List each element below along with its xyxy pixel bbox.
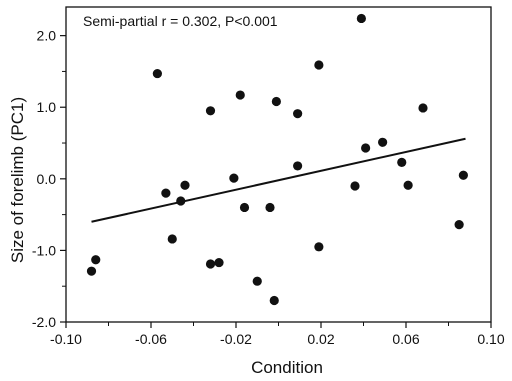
data-point xyxy=(265,202,275,213)
regression-line-group xyxy=(91,137,466,223)
data-point xyxy=(180,180,190,190)
data-point xyxy=(293,161,303,171)
x-tick-label: -0.06 xyxy=(135,331,167,347)
data-point xyxy=(361,143,371,153)
y-axis-title: Size of forelimb (PC1) xyxy=(8,97,27,263)
data-point xyxy=(269,295,279,306)
data-point xyxy=(454,220,464,230)
data-point xyxy=(152,68,162,79)
data-point xyxy=(293,109,303,119)
data-point xyxy=(91,255,101,265)
data-point xyxy=(167,234,177,244)
x-tick-label: 0.06 xyxy=(392,331,419,347)
x-tick-label: -0.02 xyxy=(220,331,252,347)
x-tick-label: -0.10 xyxy=(50,331,82,347)
data-point xyxy=(418,103,428,113)
x-tick-label: 0.10 xyxy=(477,331,504,347)
data-point xyxy=(239,202,250,213)
x-tick-label: 0.02 xyxy=(307,331,334,347)
data-point xyxy=(271,96,281,107)
y-tick-label: -2.0 xyxy=(32,314,56,330)
data-point xyxy=(86,266,97,276)
annotation-text: Semi-partial r = 0.302, P<0.001 xyxy=(83,13,278,29)
data-points xyxy=(86,13,468,306)
data-point xyxy=(397,157,407,167)
data-point xyxy=(356,13,366,24)
data-point xyxy=(350,181,360,191)
data-point xyxy=(161,188,171,198)
x-axis-title: Condition xyxy=(251,358,323,377)
data-point xyxy=(458,170,468,180)
data-point xyxy=(403,180,413,190)
data-point xyxy=(314,60,324,70)
axes: -0.10 -0.06 -0.02 0.02 0.06 0.10 -2.0 -1.0 0.0 1.… xyxy=(32,6,505,347)
data-point xyxy=(205,259,216,269)
y-tick-label: 1.0 xyxy=(37,99,57,115)
data-point xyxy=(214,257,224,268)
data-point xyxy=(252,276,262,286)
data-point xyxy=(205,106,216,116)
data-point xyxy=(378,137,388,147)
data-point xyxy=(229,173,239,183)
y-tick-label: 0.0 xyxy=(37,171,57,187)
y-tick-label: 2.0 xyxy=(37,28,57,44)
regression-line xyxy=(91,137,466,223)
plot-frame xyxy=(65,6,492,323)
data-point xyxy=(176,196,186,206)
data-point xyxy=(314,242,324,252)
y-tick-label: -1.0 xyxy=(32,242,56,258)
data-point xyxy=(235,90,245,100)
